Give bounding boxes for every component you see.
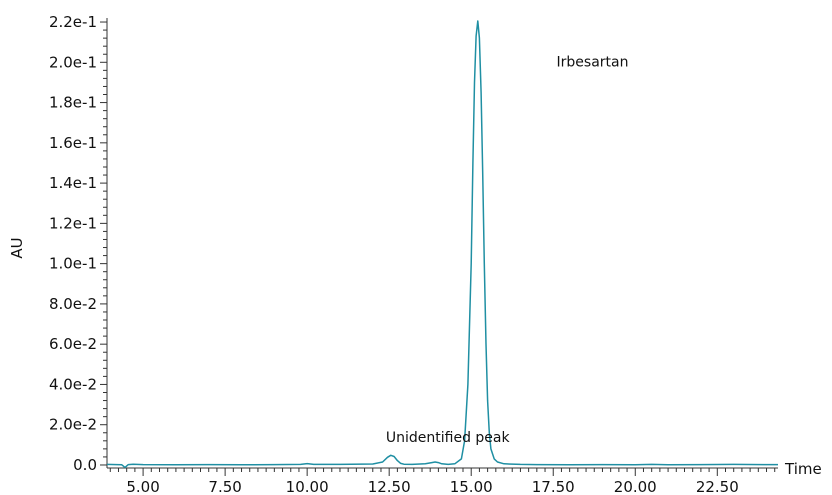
x-tick-label: 12.50 xyxy=(368,478,411,495)
y-tick-label: 4.0e-2 xyxy=(49,375,97,393)
y-tick-label: 0.0 xyxy=(73,456,97,474)
y-tick-label: 1.6e-1 xyxy=(49,134,97,152)
y-tick-label: 2.0e-2 xyxy=(49,416,97,434)
x-tick-label: 17.50 xyxy=(532,478,575,495)
y-tick-label: 1.4e-1 xyxy=(49,174,97,192)
annotation-unidentified-peak: Unidentified peak xyxy=(386,430,511,446)
annotation-irbesartan: Irbesartan xyxy=(557,54,629,70)
chromatogram-trace xyxy=(106,20,778,469)
y-tick-label: 6.0e-2 xyxy=(49,335,97,353)
x-tick-label: 5.00 xyxy=(126,478,159,495)
y-axis-title: AU xyxy=(8,237,26,258)
x-tick-label: 20.00 xyxy=(614,478,657,495)
x-axis-ticks: 5.00 7.50 10.00 12.50 15.00 17.50 20.00 22.50 xyxy=(109,468,776,495)
y-tick-label: 8.0e-2 xyxy=(49,295,97,313)
y-tick-label: 1.8e-1 xyxy=(49,94,97,112)
x-tick-label: 15.00 xyxy=(450,478,493,495)
y-tick-label: 1.0e-1 xyxy=(49,255,97,273)
axes xyxy=(106,18,778,469)
y-tick-label: 2.0e-1 xyxy=(49,53,97,71)
y-tick-label: 2.2e-1 xyxy=(49,13,97,31)
x-tick-label: 22.50 xyxy=(696,478,739,495)
x-tick-label: 7.50 xyxy=(208,478,241,495)
y-axis-ticks: 0.0 2.0e-2 4.0e-2 6.0e-2 8.0e-2 1.0e-1 1.2e-1 1… xyxy=(49,13,107,474)
x-tick-label: 10.00 xyxy=(286,478,329,495)
y-tick-label: 1.2e-1 xyxy=(49,214,97,232)
x-axis-title: Time xyxy=(784,460,822,478)
